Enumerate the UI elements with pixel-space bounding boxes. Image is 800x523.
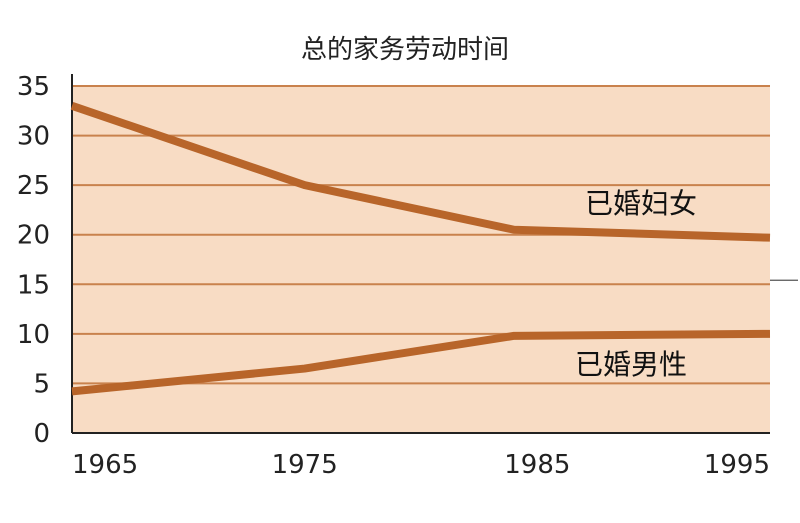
chart-title: 总的家务劳动时间 bbox=[301, 35, 509, 65]
x-tick-labels: 1965 1975 1985 1995 bbox=[72, 450, 770, 480]
y-tick-label-25: 25 bbox=[17, 171, 50, 201]
series-line-2 bbox=[71, 329, 771, 396]
y-tick-label-20: 20 bbox=[17, 221, 50, 251]
x-tick-label-1965: 1965 bbox=[72, 450, 138, 480]
y-tick-label-0: 0 bbox=[33, 419, 50, 449]
x-tick-label-1995: 1995 bbox=[704, 450, 770, 480]
y-tick-label-5: 5 bbox=[33, 369, 50, 399]
series-label-1: 已婚妇女 bbox=[585, 187, 697, 220]
x-tick-label-1985: 1985 bbox=[504, 450, 570, 480]
y-tick-label-35: 35 bbox=[17, 72, 50, 102]
y-tick-label-15: 15 bbox=[17, 270, 50, 300]
axes bbox=[71, 74, 798, 434]
y-tick-labels: 0 5 10 15 20 25 30 35 bbox=[17, 72, 50, 449]
y-tick-label-10: 10 bbox=[17, 320, 50, 350]
x-tick-label-1975: 1975 bbox=[272, 450, 338, 480]
series-lines bbox=[70, 102, 771, 396]
series-label-2: 已婚男性 bbox=[575, 348, 687, 381]
y-tick-label-30: 30 bbox=[17, 122, 50, 152]
series-line-1 bbox=[70, 102, 771, 242]
